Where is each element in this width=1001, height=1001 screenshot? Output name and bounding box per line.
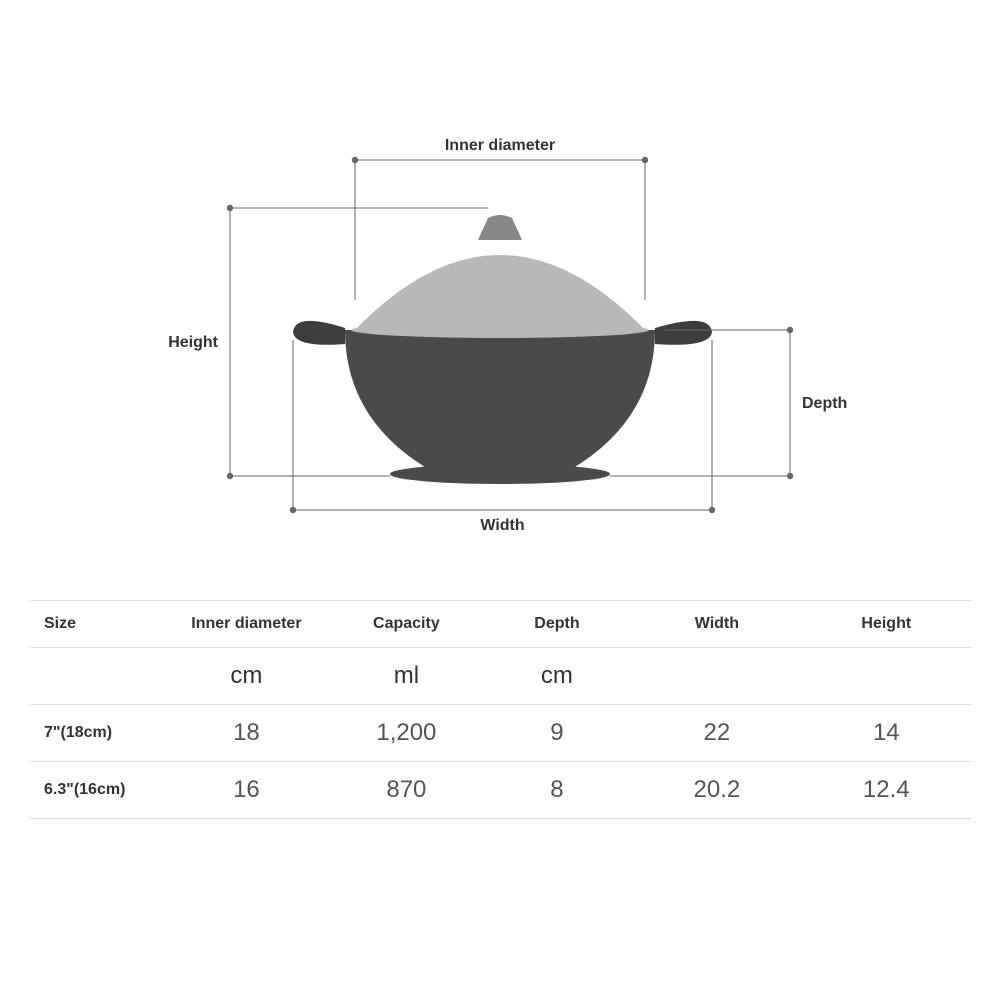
column-header: Capacity: [331, 601, 482, 648]
column-header: Size: [30, 601, 162, 648]
svg-text:Height: Height: [168, 334, 218, 351]
cell-height: 14: [802, 705, 971, 762]
unit-cell: cm: [162, 648, 331, 705]
unit-cell: ml: [331, 648, 482, 705]
table-row: 6.3"(16cm)16870820.212.4: [30, 762, 971, 819]
cell-depth: 8: [482, 762, 633, 819]
svg-text:Width: Width: [480, 517, 524, 534]
units-row: cmmlcm: [30, 648, 971, 705]
cell-capacity: 870: [331, 762, 482, 819]
unit-cell: cm: [482, 648, 633, 705]
dimensions-table-container: SizeInner diameterCapacityDepthWidthHeig…: [30, 600, 971, 819]
cell-capacity: 1,200: [331, 705, 482, 762]
svg-text:Inner diameter: Inner diameter: [445, 137, 555, 154]
dimensions-table: SizeInner diameterCapacityDepthWidthHeig…: [30, 600, 971, 819]
unit-cell: [632, 648, 801, 705]
cell-inner_diameter: 18: [162, 705, 331, 762]
cell-size: 7"(18cm): [30, 705, 162, 762]
cell-height: 12.4: [802, 762, 971, 819]
column-header: Inner diameter: [162, 601, 331, 648]
column-header: Height: [802, 601, 971, 648]
dimension-svg: Inner diameter Width Height Depth: [0, 100, 1001, 550]
column-header: Width: [632, 601, 801, 648]
unit-cell: [30, 648, 162, 705]
column-header: Depth: [482, 601, 633, 648]
cell-inner_diameter: 16: [162, 762, 331, 819]
cell-width: 22: [632, 705, 801, 762]
unit-cell: [802, 648, 971, 705]
table-header-row: SizeInner diameterCapacityDepthWidthHeig…: [30, 601, 971, 648]
svg-text:Depth: Depth: [802, 395, 847, 412]
cell-size: 6.3"(16cm): [30, 762, 162, 819]
product-dimension-diagram: Inner diameter Width Height Depth: [0, 100, 1001, 550]
cell-depth: 9: [482, 705, 633, 762]
cell-width: 20.2: [632, 762, 801, 819]
table-row: 7"(18cm)181,20092214: [30, 705, 971, 762]
